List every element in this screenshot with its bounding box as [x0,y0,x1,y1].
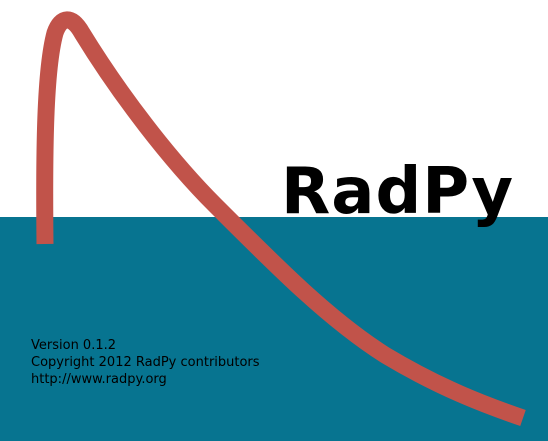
dose-curve-path [36,11,526,427]
version-text: Version 0.1.2 [31,338,117,353]
copyright-text: Copyright 2012 RadPy contributors [31,355,260,370]
website-url: http://www.radpy.org [31,372,167,387]
about-info: Version 0.1.2 Copyright 2012 RadPy contr… [31,337,260,388]
app-title: RadPy [281,155,515,229]
